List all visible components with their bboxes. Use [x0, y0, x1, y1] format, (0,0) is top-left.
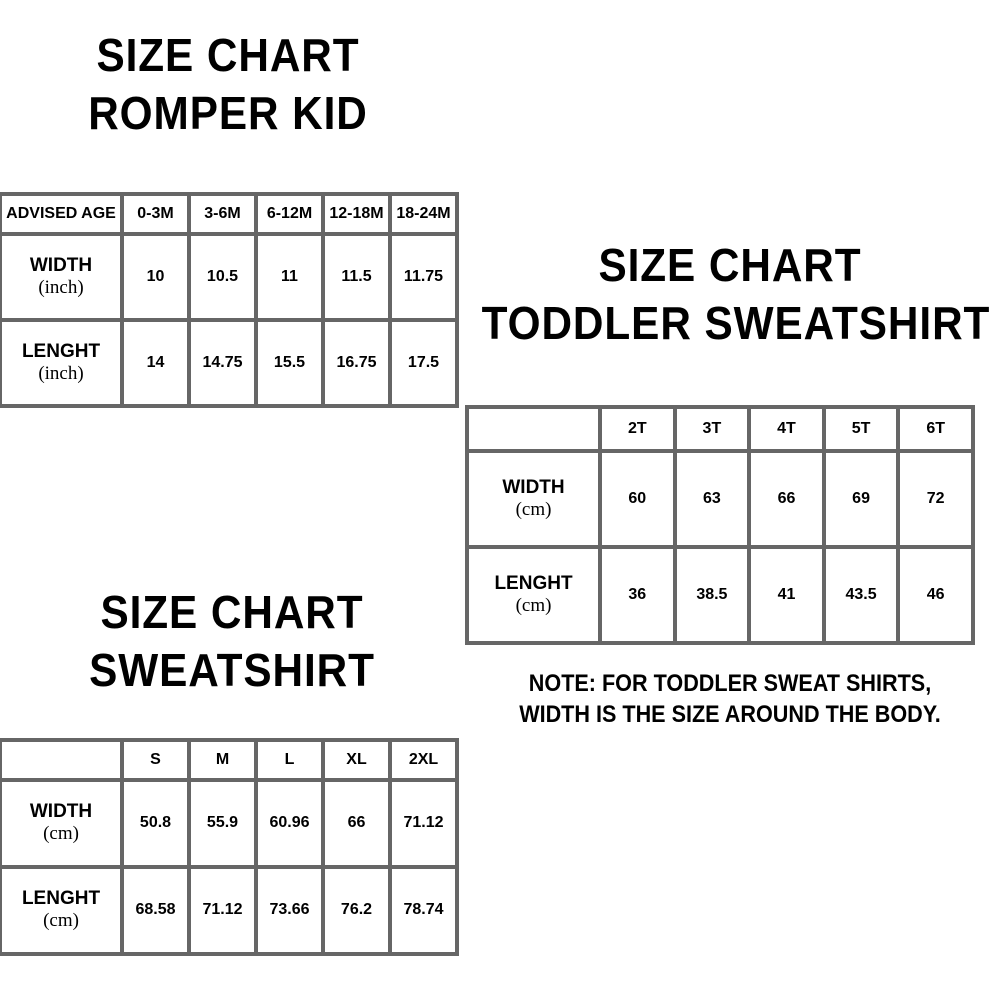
title-line: SIZE CHART — [100, 586, 364, 638]
header-cell: 12-18M — [321, 192, 392, 236]
value-cell: 60.96 — [254, 777, 325, 869]
value-cell: 60 — [598, 449, 677, 549]
title-line: TODDLER SWEATSHIRT — [481, 297, 991, 349]
value-cell: 71.12 — [187, 864, 258, 957]
header-cell: L — [254, 738, 325, 782]
title-line: ROMPER KID — [88, 87, 368, 139]
value-cell: 63 — [672, 449, 752, 549]
value-cell: 69 — [821, 449, 901, 549]
value-cell: 38.5 — [672, 545, 752, 645]
row-label: LENGHT — [21, 888, 101, 910]
table-row: LENGHT (cm) 68.58 71.12 73.66 76.2 78.74 — [0, 864, 459, 957]
romper-title: SIZE CHART ROMPER KID — [18, 26, 438, 142]
row-label: WIDTH — [29, 801, 93, 823]
value-cell: 41 — [747, 545, 826, 645]
row-unit: (cm) — [43, 823, 79, 845]
header-cell: S — [120, 738, 191, 782]
row-unit: (cm) — [43, 910, 79, 932]
value-cell: 15.5 — [254, 317, 325, 409]
header-cell: 2T — [598, 405, 677, 453]
value-cell: 71.12 — [388, 777, 459, 869]
header-cell: 0-3M — [120, 192, 191, 236]
title-line: SIZE CHART — [598, 239, 862, 291]
value-cell: 43.5 — [821, 545, 901, 645]
note-line: NOTE: FOR TODDLER SWEAT SHIRTS, — [528, 670, 932, 697]
row-label-cell: WIDTH (cm) — [0, 777, 124, 869]
value-cell: 66 — [747, 449, 826, 549]
title-line: SWEATSHIRT — [89, 644, 375, 696]
romper-size-table: ADVISED AGE 0-3M 3-6M 6-12M 12-18M 18-24M WIDT… — [0, 192, 459, 409]
header-cell: ADVISED AGE — [0, 192, 124, 236]
value-cell: 78.74 — [388, 864, 459, 957]
table-row: WIDTH (inch) 10 10.5 11 11.5 11.75 — [0, 231, 459, 322]
table-row: LENGHT (inch) 14 14.75 15.5 16.75 17.5 — [0, 317, 459, 409]
sweatshirt-title: SIZE CHART SWEATSHIRT — [19, 583, 446, 699]
row-unit: (cm) — [515, 499, 552, 520]
header-cell: 6-12M — [254, 192, 325, 236]
row-label-cell: LENGHT (cm) — [465, 545, 602, 645]
value-cell: 10 — [120, 231, 191, 322]
value-cell: 11.75 — [388, 231, 459, 322]
row-unit: (inch) — [38, 362, 84, 384]
header-cell: M — [187, 738, 258, 782]
value-cell: 36 — [598, 545, 677, 645]
value-cell: 76.2 — [321, 864, 392, 957]
row-label-cell: LENGHT (inch) — [0, 317, 124, 409]
row-unit: (cm) — [515, 595, 552, 616]
header-cell: 2XL — [388, 738, 459, 782]
header-row: S M L XL 2XL — [0, 738, 459, 782]
header-cell: XL — [321, 738, 392, 782]
value-cell: 17.5 — [388, 317, 459, 409]
value-cell: 73.66 — [254, 864, 325, 957]
row-unit: (inch) — [38, 276, 84, 298]
toddler-size-table: 2T 3T 4T 5T 6T WIDTH (cm) 60 63 66 69 72 LENGHT (cm) 3… — [465, 405, 975, 645]
toddler-note: NOTE: FOR TODDLER SWEAT SHIRTS, WIDTH IS… — [496, 668, 964, 730]
value-cell: 46 — [896, 545, 975, 645]
sweatshirt-size-table: S M L XL 2XL WIDTH (cm) 50.8 55.9 60.96 66 71.12 LEN… — [0, 738, 459, 957]
value-cell: 16.75 — [321, 317, 392, 409]
note-line: WIDTH IS THE SIZE AROUND THE BODY. — [519, 701, 941, 728]
value-cell: 50.8 — [120, 777, 191, 869]
toddler-title: SIZE CHART TODDLER SWEATSHIRT — [481, 236, 991, 352]
header-cell: 3T — [672, 405, 752, 453]
header-cell: 3-6M — [187, 192, 258, 236]
header-cell: 18-24M — [388, 192, 459, 236]
value-cell: 11 — [254, 231, 325, 322]
table-row: WIDTH (cm) 50.8 55.9 60.96 66 71.12 — [0, 777, 459, 869]
header-cell: 6T — [896, 405, 975, 453]
row-label: LENGHT — [494, 573, 573, 594]
table-row: WIDTH (cm) 60 63 66 69 72 — [465, 449, 975, 549]
header-cell: 5T — [821, 405, 901, 453]
table-row: LENGHT (cm) 36 38.5 41 43.5 46 — [465, 545, 975, 645]
value-cell: 55.9 — [187, 777, 258, 869]
header-cell — [0, 738, 124, 782]
row-label-cell: LENGHT (cm) — [0, 864, 124, 957]
value-cell: 14 — [120, 317, 191, 409]
row-label-cell: WIDTH (inch) — [0, 231, 124, 322]
row-label: LENGHT — [21, 340, 101, 362]
value-cell: 72 — [896, 449, 975, 549]
value-cell: 10.5 — [187, 231, 258, 322]
value-cell: 14.75 — [187, 317, 258, 409]
value-cell: 66 — [321, 777, 392, 869]
header-cell: 4T — [747, 405, 826, 453]
value-cell: 68.58 — [120, 864, 191, 957]
row-label: WIDTH — [29, 254, 93, 276]
header-cell — [465, 405, 602, 453]
row-label-cell: WIDTH (cm) — [465, 449, 602, 549]
header-row: 2T 3T 4T 5T 6T — [465, 405, 975, 453]
header-row: ADVISED AGE 0-3M 3-6M 6-12M 12-18M 18-24M — [0, 192, 459, 236]
title-line: SIZE CHART — [96, 29, 360, 81]
value-cell: 11.5 — [321, 231, 392, 322]
row-label: WIDTH — [502, 477, 565, 498]
